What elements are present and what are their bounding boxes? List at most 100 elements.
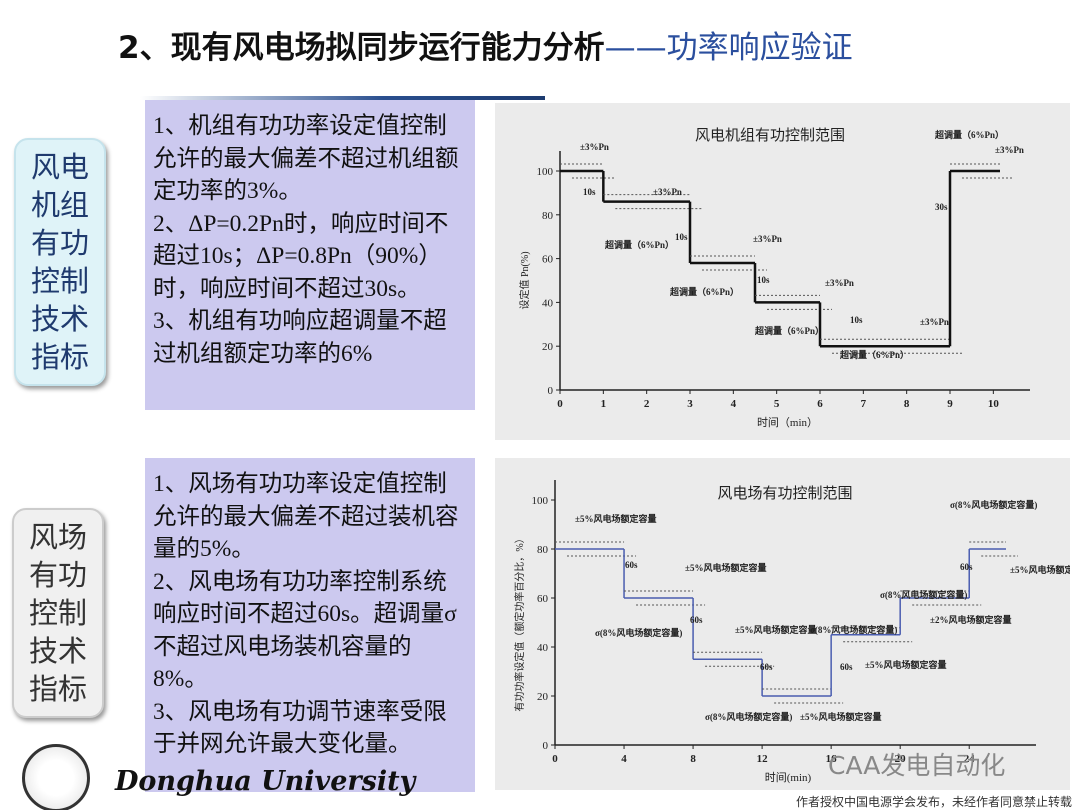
label-line: 控制 <box>30 264 89 298</box>
annotation: 超调量（6%Pn） <box>669 286 739 297</box>
title-main: 2、现有风电场拟同步运行能力分析 <box>118 30 605 66</box>
annotation: 超调量（6%Pn） <box>754 325 824 336</box>
x-tick-label: 0 <box>557 398 563 410</box>
y-axis-label: 设定值 Pn(%) <box>518 251 531 309</box>
y-tick-label: 80 <box>542 210 554 222</box>
annotation: 60s <box>960 562 973 572</box>
list-item: 1、风场有功功率设定值控制允许的最大偏差不超过装机容量的5%。 <box>153 471 459 562</box>
chart: 风电场有功控制范围 0 20 40 60 80 100 0 4 8 12 16 20 24 时间(min) 有… <box>513 480 1080 784</box>
label-line: 技术 <box>30 302 89 336</box>
x-tick-label: 8 <box>690 753 696 765</box>
section-label: 风场有功控制技术指标 <box>12 508 104 718</box>
university-logo <box>22 744 90 810</box>
y-tick-label: 60 <box>537 593 549 605</box>
annotation: ±5%风电场额定容量 <box>1010 564 1070 575</box>
annotation: 30s <box>935 202 948 212</box>
x-axis-label: 时间(min) <box>765 771 812 784</box>
label-line: 指标 <box>28 672 87 706</box>
y-tick-label: 60 <box>542 254 554 266</box>
x-tick-label: 9 <box>947 398 953 410</box>
y-tick-label: 0 <box>543 740 549 752</box>
watermark: CAA发电自动化 <box>828 751 1006 780</box>
x-tick-label: 5 <box>774 398 780 410</box>
annotation: 10s <box>757 275 770 285</box>
title-sub: ——功率响应验证 <box>604 30 853 66</box>
y-tick-label: 20 <box>537 691 549 703</box>
annotation: ±3%Pn <box>580 142 609 152</box>
text-panel: 1、风场有功功率设定值控制允许的最大偏差不超过装机容量的5%。 2、风电场有功功率… <box>145 458 475 792</box>
notice: 作者授权中国电源学会发布，未经作者同意禁止转载 <box>795 795 1072 809</box>
annotation: ±3%Pn <box>653 187 682 197</box>
x-tick-label: 1 <box>601 398 607 410</box>
x-tick-label: 6 <box>817 398 823 410</box>
x-tick-label: 4 <box>731 398 737 410</box>
y-tick-label: 0 <box>548 385 554 397</box>
x-tick-label: 16 <box>826 753 838 765</box>
annotation: ±3%Pn <box>753 234 782 244</box>
list-item: 2、ΔP=0.2Pn时，响应时间不超过10s；ΔP=0.8Pn（90%）时，响应… <box>153 210 449 302</box>
annotation: ±5%风电场额定容量 <box>735 624 816 635</box>
section-label: 风电 机组 有功 控制 技术 指标 <box>14 138 106 386</box>
y-tick-label: 20 <box>542 341 554 353</box>
annotation: 60s <box>625 560 638 570</box>
annotation: 60s <box>760 662 773 672</box>
slide-title: 2、现有风电场拟同步运行能力分析——功率响应验证 <box>118 22 853 67</box>
x-tick-label: 10 <box>988 398 1000 410</box>
chart-box: 风电机组有功控制范围 0 20 40 60 80 100 0 1 2 3 4 5 6 7 8 9 10 时间（min… <box>495 103 1070 440</box>
chart-box: 风电场有功控制范围 0 20 40 60 80 100 0 4 8 12 16 20 24 时间(min) 有… <box>495 458 1080 790</box>
y-tick-label: 80 <box>537 544 549 556</box>
annotation: ±5%风电场额定容量 <box>575 513 656 524</box>
annotation: ±5%风电场额定容量 <box>865 659 946 670</box>
annotation: ±3%Pn <box>995 145 1024 155</box>
annotation: 超调量（6%Pn） <box>839 349 909 360</box>
annotation: σ(8%风电场额定容量) <box>950 499 1037 510</box>
chart-title: 风电机组有功控制范围 <box>695 127 845 144</box>
x-tick-label: 24 <box>964 753 976 765</box>
label-line: 风场 <box>28 520 87 554</box>
list-item: 2、风电场有功功率控制系统响应时间不超过60s。超调量σ不超过风电场装机容量的8… <box>153 568 457 693</box>
annotation: 10s <box>583 187 596 197</box>
chart: 风电机组有功控制范围 0 20 40 60 80 100 0 1 2 3 4 5 6 7 8 9 10 时间（min… <box>518 127 1030 429</box>
x-tick-label: 3 <box>687 398 693 410</box>
x-tick-label: 20 <box>895 753 907 765</box>
x-tick-label: 4 <box>621 753 627 765</box>
list-item: 1、机组有功功率设定值控制允许的最大偏差不超过机组额定功率的3%。 <box>153 113 459 204</box>
y-tick-label: 40 <box>542 297 554 309</box>
title-rule <box>140 96 545 100</box>
label-line: 风电 <box>30 150 89 184</box>
annotation: σ(8%风电场额定容量) <box>705 711 792 722</box>
chart-title: 风电场有功控制范围 <box>717 485 852 502</box>
label-line: 控制 <box>28 596 87 630</box>
annotation: 超调量（6%Pn） <box>934 129 1004 140</box>
annotation: 10s <box>850 315 863 325</box>
y-tick-label: 100 <box>532 495 549 507</box>
annotation: σ(8%风电场额定容量) <box>810 624 897 635</box>
annotation: ±5%风电场额定容量 <box>685 562 766 573</box>
annotation: σ(8%风电场额定容量) <box>880 589 967 600</box>
x-tick-label: 0 <box>552 753 558 765</box>
list-item: 3、机组有功响应超调量不超过机组额定功率的6% <box>153 308 447 367</box>
label-line: 技术 <box>28 634 87 668</box>
annotation: 超调量（6%Pn） <box>604 239 674 250</box>
x-axis-label: 时间（min） <box>757 416 818 429</box>
university-name: Donghua University <box>115 766 416 797</box>
x-tick-label: 8 <box>904 398 910 410</box>
x-tick-label: 2 <box>644 398 650 410</box>
y-tick-label: 40 <box>537 642 549 654</box>
annotation: 10s <box>675 232 688 242</box>
label-line: 有功 <box>30 226 89 260</box>
list-item: 3、风电场有功调节速率受限于并网允许最大变化量。 <box>153 698 447 758</box>
label-line: 机组 <box>30 188 89 222</box>
annotation: ±2%风电场额定容量 <box>930 614 1011 625</box>
text-panel: 1、机组有功功率设定值控制允许的最大偏差不超过机组额定功率的3%。 2、ΔP=0.… <box>145 100 475 410</box>
annotation: ±3%Pn <box>920 317 949 327</box>
y-tick-label: 100 <box>537 166 554 178</box>
y-axis-label: 有功功率设定值（额定功率百分比，%） <box>513 533 526 711</box>
annotation: 60s <box>840 662 853 672</box>
annotation: σ(8%风电场额定容量) <box>595 627 682 638</box>
annotation: 60s <box>690 615 703 625</box>
annotation: ±5%风电场额定容量 <box>800 711 881 722</box>
annotation: ±3%Pn <box>825 278 854 288</box>
label-line: 有功 <box>28 558 87 592</box>
